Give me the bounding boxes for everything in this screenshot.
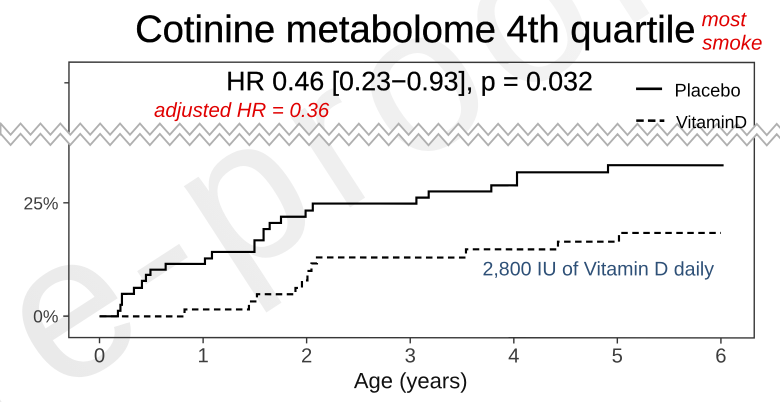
svg-text:Age (years): Age (years) <box>354 368 468 393</box>
svg-text:5: 5 <box>612 346 623 368</box>
svg-text:0: 0 <box>94 345 105 367</box>
svg-text:VitaminD: VitaminD <box>676 112 747 132</box>
svg-text:2,800 IU of Vitamin D daily: 2,800 IU of Vitamin D daily <box>482 258 714 280</box>
svg-text:most: most <box>702 8 748 31</box>
svg-text:Cotinine metabolome 4th quarti: Cotinine metabolome 4th quartile <box>135 8 695 51</box>
svg-text:smoke: smoke <box>702 32 762 55</box>
svg-text:3: 3 <box>405 345 416 367</box>
svg-text:HR 0.46 [0.23−0.93], p = 0.032: HR 0.46 [0.23−0.93], p = 0.032 <box>226 66 593 96</box>
svg-text:Placebo: Placebo <box>675 79 741 100</box>
svg-text:25%: 25% <box>23 193 58 213</box>
svg-text:1: 1 <box>197 345 208 367</box>
svg-text:6: 6 <box>715 346 726 368</box>
svg-text:4: 4 <box>508 345 519 367</box>
svg-text:adjusted HR = 0.36: adjusted HR = 0.36 <box>154 100 330 122</box>
svg-text:2: 2 <box>301 345 312 367</box>
svg-text:0%: 0% <box>33 306 58 326</box>
